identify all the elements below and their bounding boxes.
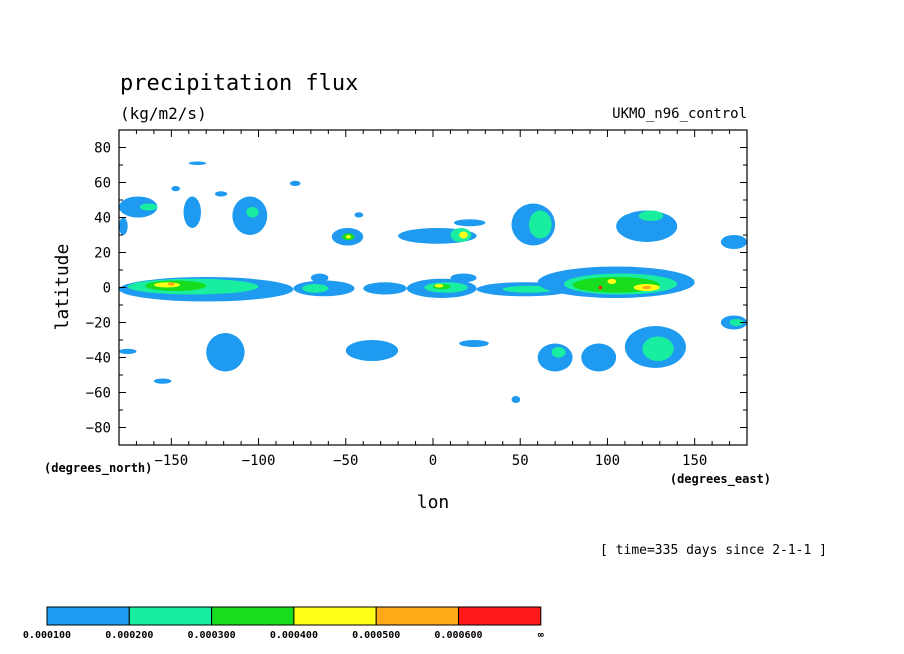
x-tick-label: 150 — [682, 453, 707, 469]
x-tick-label: −50 — [333, 453, 358, 469]
precip-cell-17 — [453, 219, 486, 227]
precip-cell-35 — [434, 284, 444, 288]
x-tick-label: 0 — [429, 453, 437, 469]
precip-cell-20 — [616, 210, 678, 242]
precip-cell-45 — [598, 285, 603, 290]
precip-cell-44 — [607, 278, 617, 284]
precip-cell-54 — [551, 347, 566, 358]
precip-cell-8 — [246, 207, 259, 218]
precip-cell-5 — [183, 196, 201, 228]
chart-title: precipitation flux — [120, 71, 358, 96]
precip-cell-29 — [302, 284, 329, 293]
chart-units: (kg/m2/s) — [120, 104, 207, 123]
precip-cell-9 — [289, 180, 301, 186]
axis-ticks: −150 −100 −50 0 50 100 150 −80 −60 −40 −20 0 20 40 60 8… — [86, 129, 747, 469]
precip-cell-26 — [153, 282, 181, 288]
precip-cell-19 — [528, 210, 552, 239]
colorbar-label: 0.000200 — [105, 630, 153, 641]
y-tick-label: −40 — [86, 351, 111, 367]
precip-cell-50 — [153, 378, 172, 384]
x-tick-label: 100 — [595, 453, 620, 469]
y-axis-label: latitude — [52, 244, 73, 331]
colorbar-label: 0.000300 — [188, 630, 236, 641]
colorbar-swatch — [293, 606, 377, 626]
precip-cell-1 — [139, 203, 158, 211]
colorbar-swatch — [211, 606, 295, 626]
precipitation-field — [119, 161, 748, 403]
precip-cell-4 — [188, 161, 207, 165]
precip-cell-57 — [642, 336, 674, 361]
precip-cell-13 — [354, 212, 364, 218]
precip-cell-43 — [642, 285, 652, 290]
precip-cell-52 — [459, 340, 489, 347]
precip-cell-27 — [167, 282, 175, 286]
colorbar-swatch — [458, 606, 542, 626]
colorbar-label: 0.000100 — [23, 630, 71, 641]
precip-cell-36 — [450, 273, 477, 283]
precip-cell-55 — [581, 343, 617, 372]
precip-cell-53 — [537, 343, 573, 372]
precip-cell-12 — [345, 235, 352, 239]
precip-cell-3 — [171, 186, 181, 192]
precip-cell-58 — [511, 396, 521, 403]
x-tick-label: 50 — [512, 453, 529, 469]
precip-cell-48 — [119, 348, 137, 354]
precip-cell-6 — [214, 191, 228, 197]
precip-cell-47 — [729, 319, 744, 326]
precip-cell-38 — [502, 285, 556, 293]
colorbar-label: ∞ — [538, 630, 544, 641]
x-axis-units: (degrees_east) — [670, 472, 771, 487]
colorbar-label: 0.000400 — [270, 630, 318, 641]
y-tick-label: 0 — [103, 281, 111, 297]
x-axis-label: lon — [417, 492, 450, 513]
precip-cell-16 — [459, 231, 468, 239]
colorbar-swatch — [46, 606, 130, 626]
colorbar-swatch — [128, 606, 213, 626]
colorbar-label: 0.000600 — [434, 630, 482, 641]
y-axis-units: (degrees_north) — [44, 461, 152, 476]
precip-cell-31 — [363, 282, 407, 295]
colorbar-swatch — [375, 606, 460, 626]
precip-cell-0 — [119, 196, 158, 218]
precip-cell-30 — [310, 273, 329, 283]
precip-cell-2 — [119, 217, 128, 235]
colorbar: 0.000100 0.000200 0.000300 0.000400 0.000500… — [23, 606, 544, 641]
colorbar-label: 0.000500 — [352, 630, 400, 641]
dataset-label: UKMO_n96_control — [612, 106, 747, 122]
y-tick-label: 80 — [94, 141, 111, 157]
x-tick-label: −150 — [154, 453, 188, 469]
x-tick-label: −100 — [242, 453, 276, 469]
y-tick-label: 40 — [94, 211, 111, 227]
precip-cell-21 — [638, 210, 664, 221]
y-tick-label: −60 — [86, 386, 111, 402]
time-note: [ time=335 days since 2-1-1 ] — [600, 543, 827, 558]
y-tick-label: −20 — [86, 316, 111, 332]
y-tick-label: 20 — [94, 246, 111, 262]
precip-cell-51 — [345, 340, 399, 361]
precip-cell-22 — [720, 235, 748, 249]
y-tick-label: 60 — [94, 176, 111, 192]
precip-cell-49 — [206, 333, 245, 372]
y-tick-label: −80 — [86, 421, 111, 437]
